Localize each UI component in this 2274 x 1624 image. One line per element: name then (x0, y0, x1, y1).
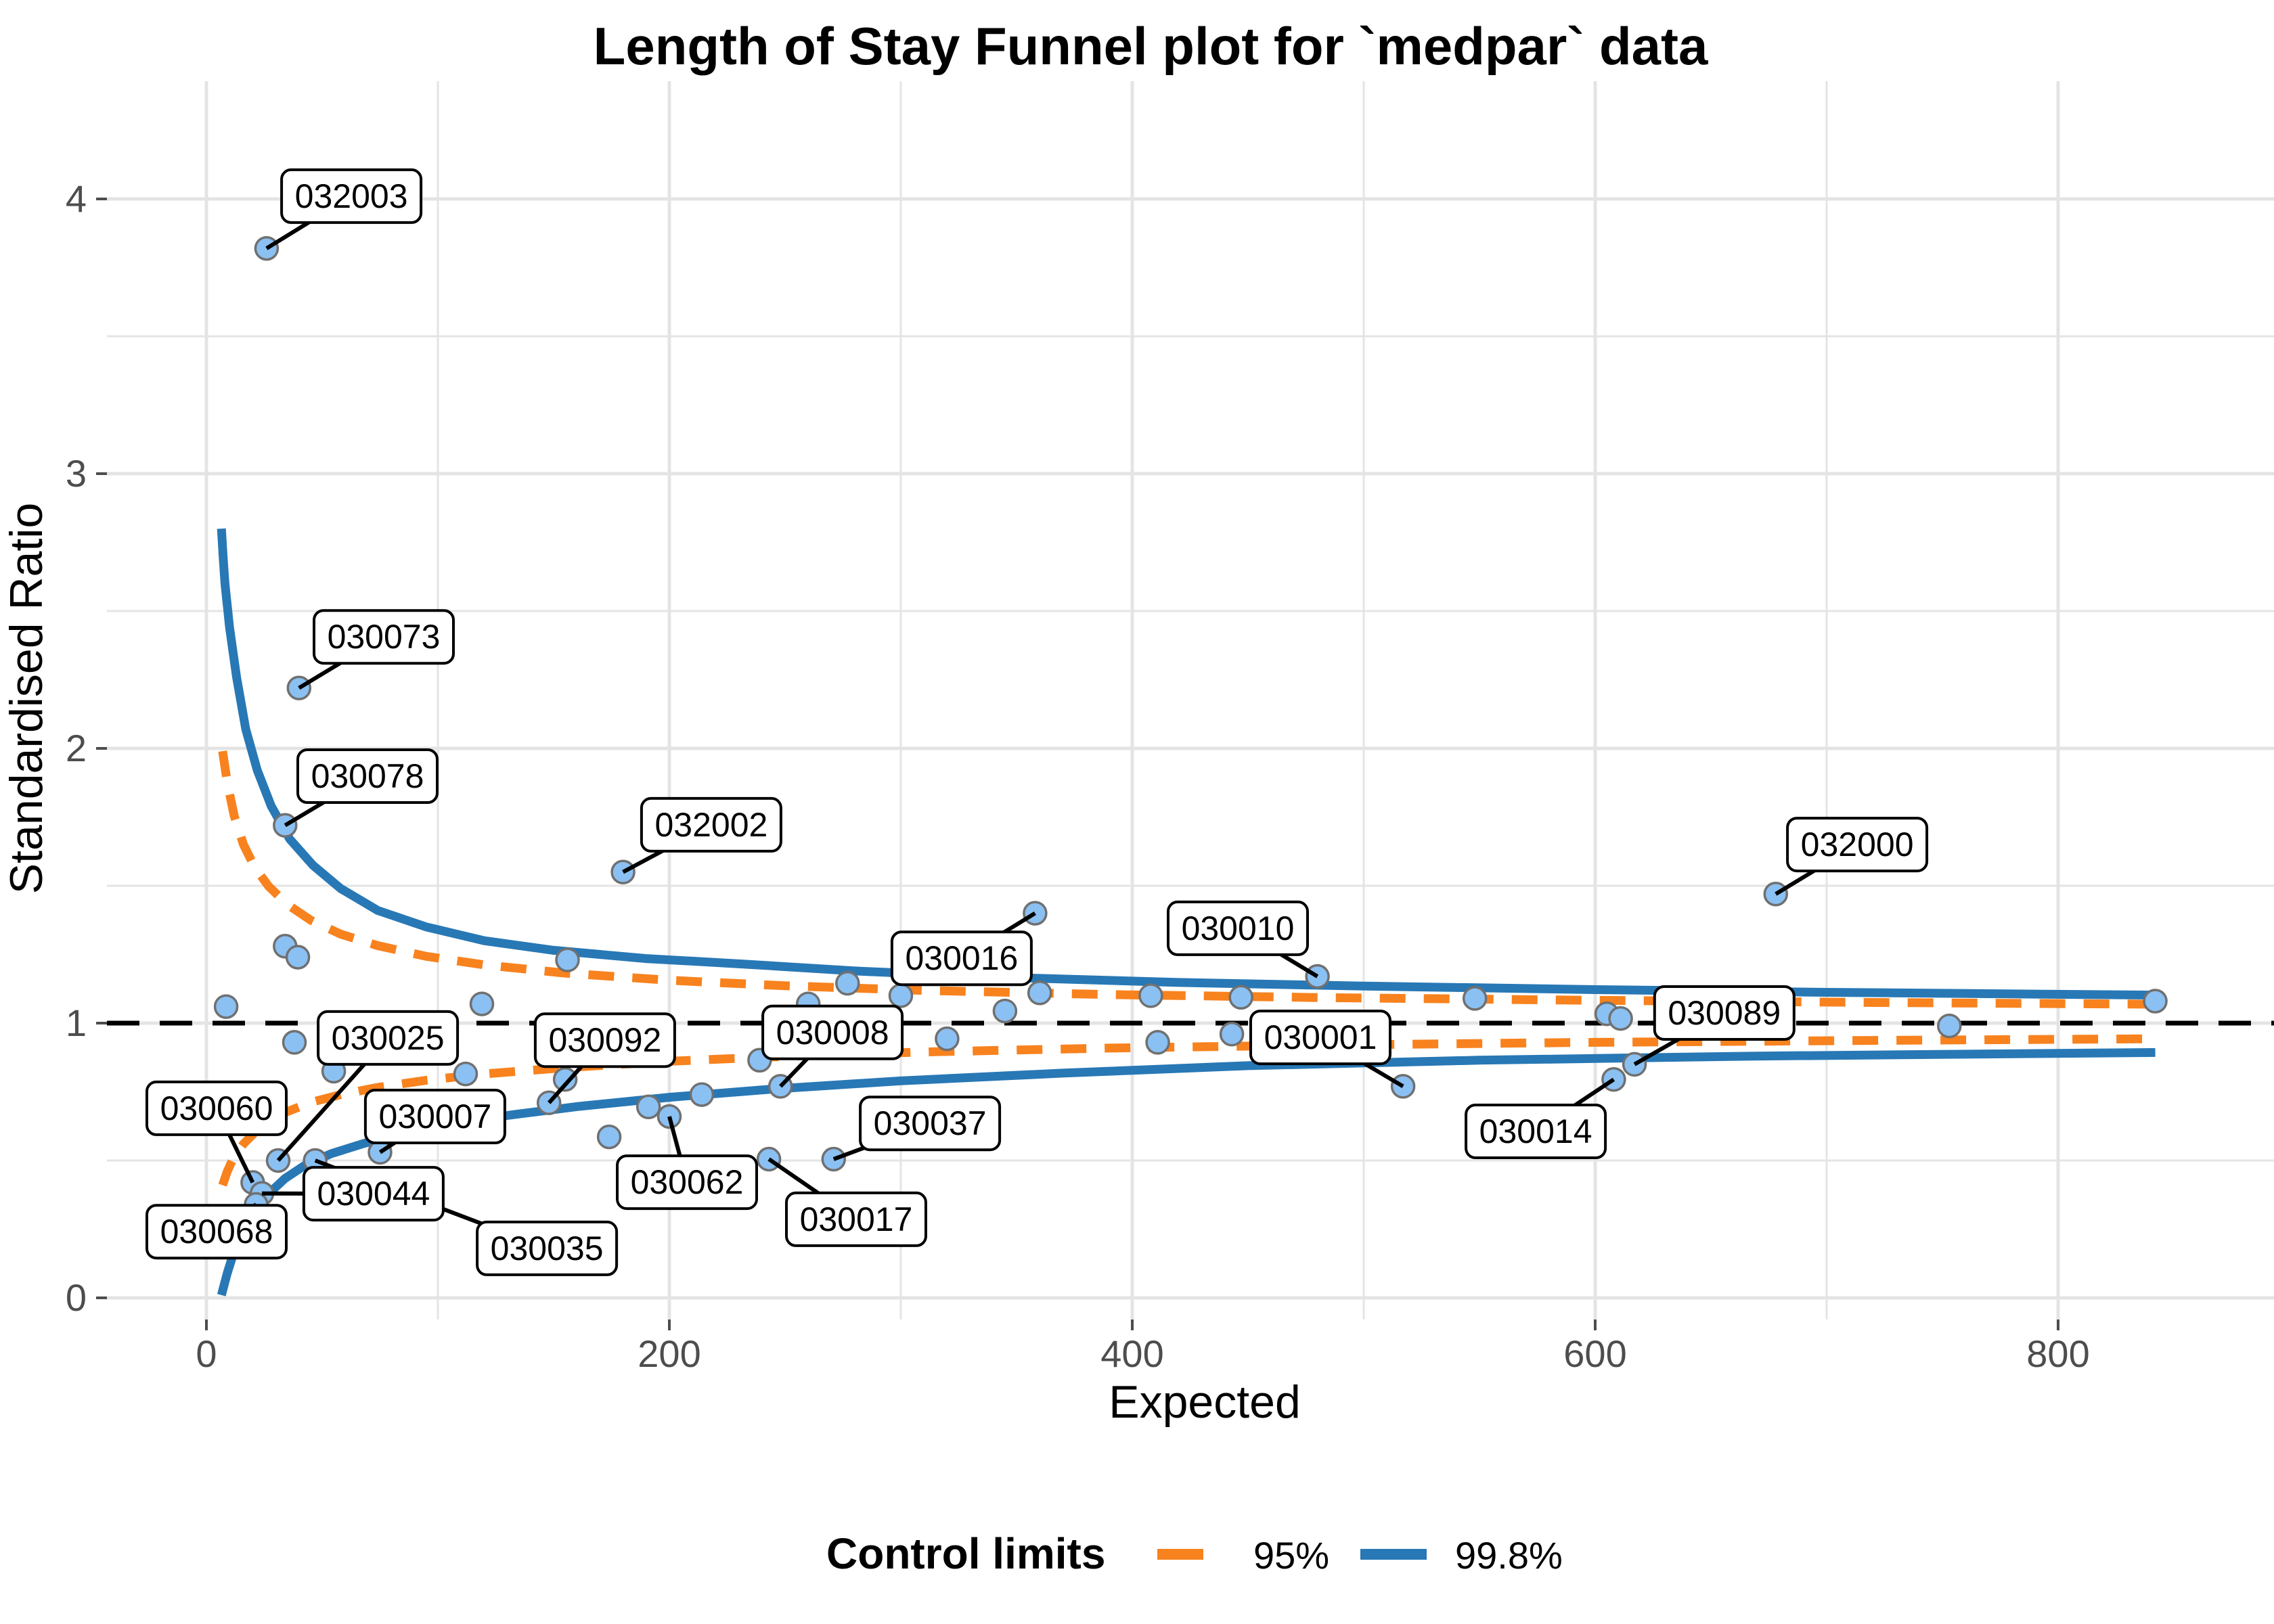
data-point (596, 1124, 622, 1150)
data-point (1228, 985, 1253, 1010)
label-text-030068: 030068 (160, 1213, 273, 1250)
label-box-030001 (1249, 1010, 1391, 1066)
label-box-030035 (476, 1220, 619, 1276)
data-point (1027, 980, 1052, 1006)
label-text-030073: 030073 (328, 618, 441, 656)
label-text-030044: 030044 (317, 1175, 430, 1213)
label-text-030078: 030078 (311, 757, 424, 795)
label-text-030060: 030060 (160, 1089, 273, 1127)
label-box-030037 (859, 1096, 1002, 1152)
label-box-030010 (1167, 900, 1309, 956)
label-text-030089: 030089 (1668, 994, 1781, 1032)
data-point (1145, 1030, 1170, 1055)
plot-title: Length of Stay Funnel plot for `medpar` … (594, 16, 1708, 76)
data-point (1219, 1021, 1245, 1047)
data-point (636, 1094, 661, 1120)
label-text-030007: 030007 (378, 1098, 491, 1135)
label-text-030037: 030037 (874, 1104, 987, 1142)
y-tick-label: 1 (66, 1001, 87, 1044)
label-text-030008: 030008 (776, 1014, 889, 1052)
data-point (835, 970, 860, 996)
data-point (453, 1061, 478, 1087)
label-box-032000 (1786, 817, 1929, 873)
data-point (552, 1066, 578, 1092)
y-tick-label: 2 (66, 727, 87, 769)
label-box-030073 (313, 609, 455, 665)
label-box-030008 (761, 1004, 904, 1060)
data-point (1462, 986, 1488, 1011)
label-text-030001: 030001 (1264, 1018, 1377, 1056)
x-tick-label: 0 (196, 1332, 217, 1375)
x-tick-label: 600 (1563, 1332, 1626, 1375)
label-box-030025 (317, 1010, 460, 1066)
legend: Control limits 95% 99.8% (826, 1529, 1563, 1578)
data-point (689, 1082, 715, 1107)
data-point (282, 1030, 307, 1055)
label-text-032003: 032003 (295, 177, 408, 215)
data-point (213, 994, 239, 1019)
data-point (888, 983, 914, 1008)
data-point (285, 945, 311, 970)
label-box-030044 (302, 1166, 445, 1222)
axis-ticks: 0 200 400 600 800 0 1 2 3 4 (66, 177, 2090, 1375)
label-text-030062: 030062 (631, 1163, 744, 1201)
label-text-030014: 030014 (1479, 1112, 1592, 1150)
legend-label-95: 95% (1253, 1534, 1329, 1577)
label-box-030007 (363, 1089, 506, 1144)
x-tick-label: 200 (638, 1332, 700, 1375)
label-box-030014 (1465, 1104, 1607, 1159)
x-tick-label: 800 (2026, 1332, 2089, 1375)
y-tick-label: 3 (66, 452, 87, 495)
legend-title: Control limits (826, 1529, 1105, 1578)
label-box-030016 (890, 930, 1033, 987)
curve-95upper (218, 750, 2156, 1009)
label-text-030017: 030017 (800, 1200, 913, 1238)
x-axis-title: Expected (1109, 1376, 1301, 1428)
label-box-030062 (616, 1154, 758, 1211)
label-box-030060 (146, 1080, 288, 1136)
label-text-030092: 030092 (548, 1021, 661, 1059)
point-labels: 032003 030073 030078 032002 032000 030016 0300… (146, 168, 1929, 1276)
data-point (1937, 1013, 1962, 1039)
label-text-032002: 032002 (654, 806, 767, 844)
label-text-030025: 030025 (332, 1019, 445, 1057)
label-box-030017 (785, 1191, 927, 1247)
y-tick-label: 0 (66, 1276, 87, 1319)
label-box-032002 (640, 796, 782, 853)
data-point (1138, 983, 1163, 1008)
label-box-030068 (146, 1204, 288, 1260)
label-text-030016: 030016 (905, 939, 1018, 977)
label-box-032003 (280, 168, 423, 224)
x-tick-label: 400 (1100, 1332, 1163, 1375)
label-box-030089 (1653, 985, 1796, 1041)
data-point (992, 998, 1018, 1024)
label-box-030078 (296, 748, 439, 804)
y-tick-label: 4 (66, 177, 87, 220)
data-point (1608, 1006, 1633, 1031)
data-point (935, 1026, 960, 1052)
curve-99.8upper (217, 528, 2156, 1000)
curve-95lower (218, 1034, 2156, 1187)
label-text-030035: 030035 (491, 1230, 604, 1267)
data-point (469, 991, 495, 1016)
y-axis-title: Standardised Ratio (1, 503, 52, 894)
label-box-030092 (533, 1012, 676, 1068)
data-point (555, 947, 580, 972)
data-point (2143, 989, 2168, 1014)
label-text-030010: 030010 (1182, 909, 1295, 947)
legend-label-998: 99.8% (1455, 1534, 1563, 1577)
label-text-032000: 032000 (1801, 826, 1914, 863)
